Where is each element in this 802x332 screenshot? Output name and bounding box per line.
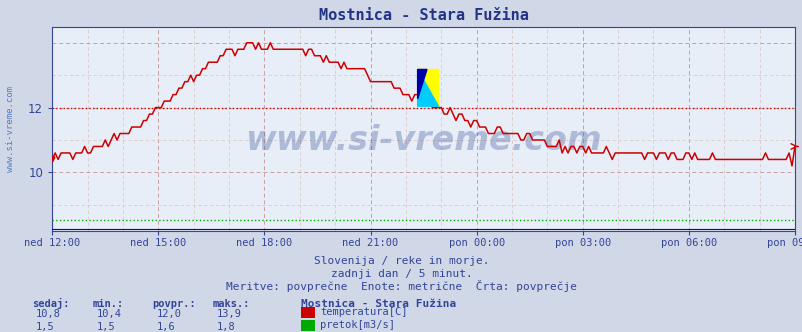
Polygon shape — [417, 69, 438, 106]
Text: pretok[m3/s]: pretok[m3/s] — [320, 320, 395, 330]
Text: 10,8: 10,8 — [36, 309, 61, 319]
Title: Mostnica - Stara Fužina: Mostnica - Stara Fužina — [318, 8, 528, 23]
Text: www.si-vreme.com: www.si-vreme.com — [6, 86, 15, 172]
Text: Slovenija / reke in morje.: Slovenija / reke in morje. — [314, 256, 488, 266]
Text: 10,4: 10,4 — [96, 309, 121, 319]
Polygon shape — [417, 69, 438, 106]
Text: www.si-vreme.com: www.si-vreme.com — [245, 124, 602, 157]
Text: Meritve: povprečne  Enote: metrične  Črta: povprečje: Meritve: povprečne Enote: metrične Črta:… — [225, 281, 577, 292]
Text: temperatura[C]: temperatura[C] — [320, 307, 407, 317]
Text: 1,6: 1,6 — [156, 322, 175, 332]
Text: sedaj:: sedaj: — [32, 298, 70, 309]
Text: Mostnica - Stara Fužina: Mostnica - Stara Fužina — [301, 299, 456, 309]
Text: 1,8: 1,8 — [217, 322, 235, 332]
Text: min.:: min.: — [92, 299, 124, 309]
Text: povpr.:: povpr.: — [152, 299, 196, 309]
Text: zadnji dan / 5 minut.: zadnji dan / 5 minut. — [330, 269, 472, 279]
Text: maks.:: maks.: — [213, 299, 250, 309]
Polygon shape — [417, 69, 427, 99]
Text: 13,9: 13,9 — [217, 309, 241, 319]
Text: 1,5: 1,5 — [36, 322, 55, 332]
Text: 1,5: 1,5 — [96, 322, 115, 332]
Text: 12,0: 12,0 — [156, 309, 181, 319]
